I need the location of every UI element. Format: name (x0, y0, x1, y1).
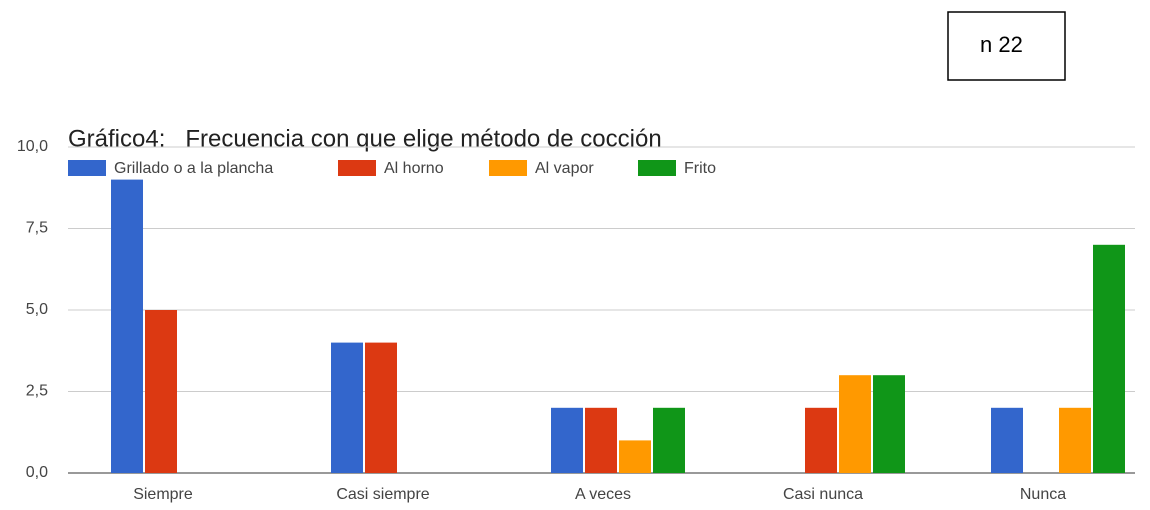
bar (331, 342, 363, 473)
bar (1093, 244, 1125, 473)
legend-label: Frito (684, 160, 716, 177)
annotation-box (947, 11, 1066, 81)
legend-label: Grillado o a la plancha (114, 160, 273, 177)
x-tick-label: Casi nunca (783, 486, 863, 503)
y-tick-label: 5,0 (26, 301, 48, 318)
bar (145, 310, 177, 473)
bar (805, 407, 837, 473)
bar (585, 407, 617, 473)
legend-swatch (338, 160, 376, 176)
bar (1059, 407, 1091, 473)
chart-title: Gráfico4: Frecuencia con que elige métod… (68, 125, 662, 152)
bar (653, 407, 685, 473)
x-tick-label: Nunca (1020, 486, 1066, 503)
legend-swatch (68, 160, 106, 176)
bar (839, 375, 871, 473)
bar (551, 407, 583, 473)
y-tick-label: 10,0 (17, 138, 48, 155)
bar (873, 375, 905, 473)
legend-label: Al vapor (535, 160, 594, 177)
legend-swatch (638, 160, 676, 176)
y-tick-label: 0,0 (26, 464, 48, 481)
bar (365, 342, 397, 473)
legend-swatch (489, 160, 527, 176)
y-tick-label: 7,5 (26, 220, 48, 237)
legend-label: Al horno (384, 160, 444, 177)
bar (619, 440, 651, 473)
y-tick-label: 2,5 (26, 383, 48, 400)
x-tick-label: Siempre (133, 486, 193, 503)
x-tick-label: Casi siempre (336, 486, 429, 503)
bar (111, 179, 143, 473)
bar (991, 407, 1023, 473)
x-tick-label: A veces (575, 486, 631, 503)
annotation: n 22 (980, 32, 1023, 57)
